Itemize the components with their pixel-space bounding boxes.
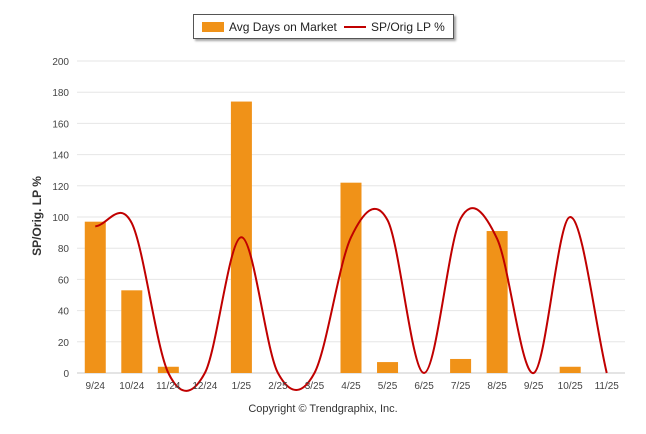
legend: Avg Days on Market SP/Orig LP % <box>193 14 454 39</box>
legend-line-label: SP/Orig LP % <box>371 20 445 34</box>
x-tick-label: 11/24 <box>156 381 181 392</box>
x-tick-label: 10/25 <box>558 381 583 392</box>
y-tick-label: 140 <box>52 151 69 162</box>
bar[interactable] <box>121 290 143 373</box>
x-tick-labels: 9/24 10/24 11/24 12/24 1/25 2/25 3/25 4/25 5/25 6… <box>86 381 620 392</box>
x-tick-label: 7/25 <box>451 381 471 392</box>
bar[interactable] <box>84 221 106 373</box>
sp-orig-lp-line[interactable] <box>95 207 608 392</box>
x-tick-label: 12/24 <box>192 381 217 392</box>
bar-series <box>84 101 581 373</box>
bar[interactable] <box>340 182 362 373</box>
bar[interactable] <box>157 366 179 373</box>
bar[interactable] <box>486 231 508 373</box>
copyright-footer: Copyright © Trendgraphix, Inc. <box>248 403 398 415</box>
x-tick-label: 2/25 <box>268 381 288 392</box>
x-tick-label: 11/25 <box>595 381 620 392</box>
x-tick-label: 3/25 <box>305 381 325 392</box>
y-axis-label: SP/Orig. LP % <box>30 176 44 256</box>
bar-swatch-icon <box>202 22 224 32</box>
y-tick-label: 20 <box>58 338 70 349</box>
y-tick-labels: 0 20 40 60 80 100 120 140 160 180 200 <box>52 57 69 380</box>
x-tick-label: 6/25 <box>414 381 434 392</box>
line-series <box>95 207 608 392</box>
legend-bar-label: Avg Days on Market <box>229 20 337 34</box>
x-tick-label: 9/25 <box>524 381 544 392</box>
bar[interactable] <box>450 358 472 373</box>
y-tick-label: 80 <box>58 244 70 255</box>
x-tick-label: 5/25 <box>378 381 398 392</box>
line-swatch-icon <box>344 26 366 28</box>
y-tick-label: 180 <box>52 88 69 99</box>
y-tick-label: 100 <box>52 213 69 224</box>
y-tick-label: 40 <box>58 307 70 318</box>
x-tick-label: 4/25 <box>341 381 361 392</box>
x-tick-label: 8/25 <box>487 381 507 392</box>
y-tick-label: 0 <box>63 369 69 380</box>
x-tick-label: 1/25 <box>232 381 252 392</box>
y-tick-label: 120 <box>52 182 69 193</box>
y-tick-label: 200 <box>52 57 69 68</box>
x-tick-label: 10/24 <box>119 381 144 392</box>
bar[interactable] <box>559 366 581 373</box>
y-tick-label: 60 <box>58 275 70 286</box>
y-tick-label: 160 <box>52 119 69 130</box>
bar[interactable] <box>377 362 399 373</box>
x-tick-label: 9/24 <box>86 381 106 392</box>
